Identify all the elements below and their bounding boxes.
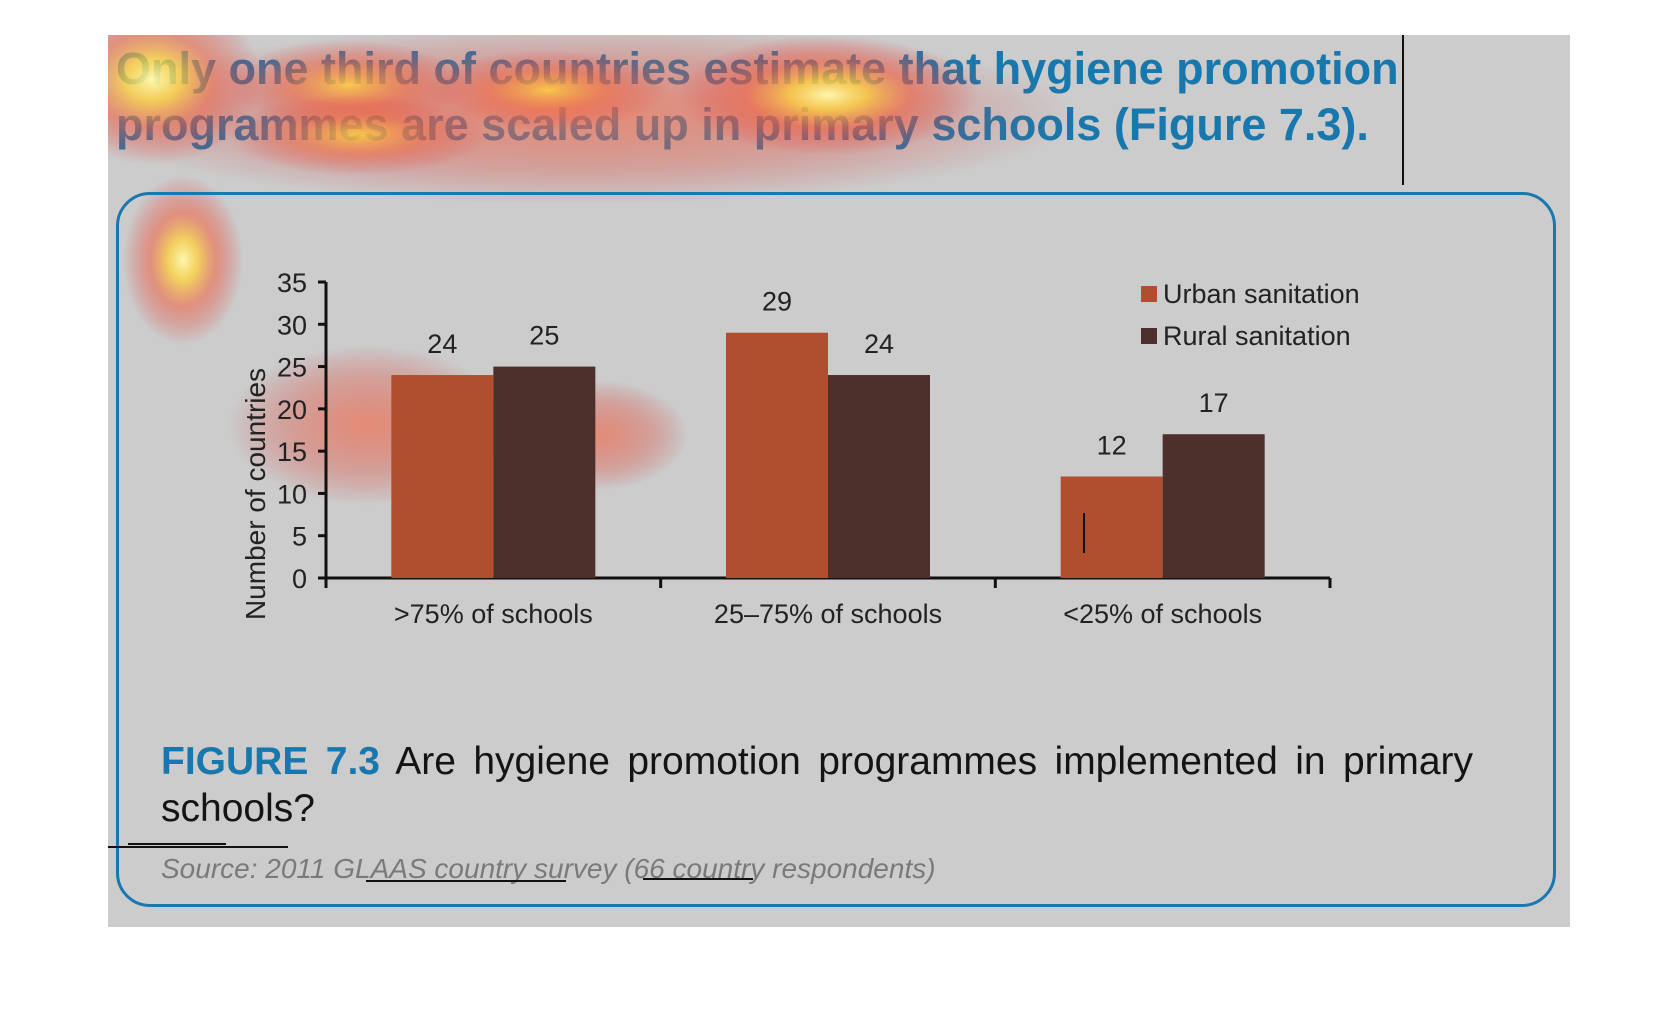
annotation-mark xyxy=(1083,513,1085,553)
legend: Urban sanitation Rural sanitation xyxy=(1141,279,1360,351)
bar xyxy=(726,332,828,578)
figure-box: Number of countries 0 5 10 15 20 25 30 35 >75% … xyxy=(116,192,1556,907)
legend-swatch xyxy=(1141,328,1157,344)
figure-number: FIGURE 7.3 xyxy=(161,740,380,783)
bar xyxy=(391,375,494,578)
bar xyxy=(1162,434,1265,578)
y-axis-label: Number of countries xyxy=(240,368,271,620)
bar-value-label: 29 xyxy=(762,287,792,317)
x-category-label: <25% of schools xyxy=(1063,599,1262,629)
figure-panel: Only one third of countries estimate tha… xyxy=(108,35,1570,927)
legend-swatch xyxy=(1141,286,1157,302)
bar xyxy=(828,375,930,578)
figure-source: Source: 2011 GLAAS country survey (66 co… xyxy=(161,853,936,884)
x-category-label: 25–75% of schools xyxy=(714,599,942,629)
legend-label: Urban sanitation xyxy=(1163,279,1360,309)
y-tick-label: 30 xyxy=(277,310,307,340)
annotation-mark xyxy=(643,878,753,880)
y-axis: 0 5 10 15 20 25 30 35 xyxy=(277,268,328,594)
bar-value-label: 24 xyxy=(864,329,894,359)
bar xyxy=(1060,476,1163,578)
annotation-mark xyxy=(1402,35,1404,185)
headline: Only one third of countries estimate tha… xyxy=(116,43,1399,150)
y-tick-label: 10 xyxy=(277,479,307,509)
bar-value-label: 24 xyxy=(427,329,457,359)
legend-label: Rural sanitation xyxy=(1163,321,1351,351)
bar xyxy=(493,366,596,578)
bars: 24 29 12 25 24 17 xyxy=(391,287,1265,578)
annotation-mark xyxy=(366,880,566,882)
annotation-mark xyxy=(108,846,288,848)
bar-value-label: 12 xyxy=(1097,431,1127,461)
bar-value-label: 17 xyxy=(1199,388,1229,418)
bar-chart: Number of countries 0 5 10 15 20 25 30 35 >75% … xyxy=(240,268,1360,629)
annotation-mark xyxy=(128,843,226,845)
x-category-label: >75% of schools xyxy=(394,599,593,629)
y-tick-label: 20 xyxy=(277,395,307,425)
bar-value-label: 25 xyxy=(529,321,559,351)
y-tick-label: 35 xyxy=(277,268,307,298)
figure-caption: FIGURE 7.3 Are hygiene promotion program… xyxy=(161,738,1473,832)
y-tick-label: 15 xyxy=(277,437,307,467)
x-axis: >75% of schools 25–75% of schools <25% of … xyxy=(324,576,1332,629)
y-tick-label: 25 xyxy=(277,353,307,383)
y-tick-label: 5 xyxy=(292,522,307,552)
y-tick-label: 0 xyxy=(292,564,307,594)
figure-caption-text: Are hygiene promotion programmes impleme… xyxy=(161,740,1473,830)
